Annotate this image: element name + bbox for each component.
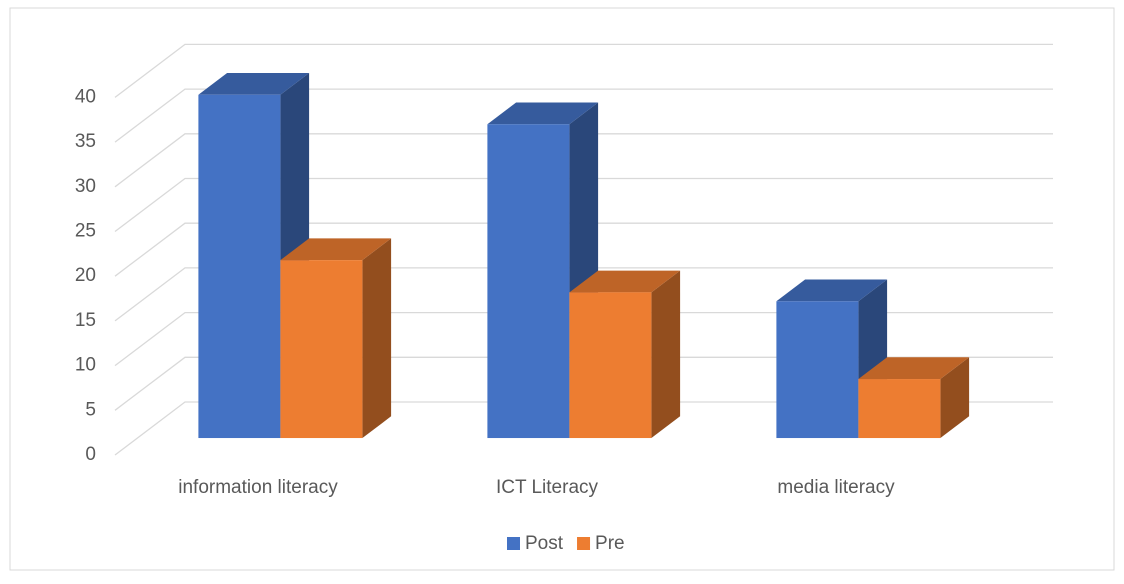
bar-top xyxy=(858,357,970,380)
y-tick-label: 0 xyxy=(85,444,96,465)
y-tick-label: 30 xyxy=(75,176,96,197)
bar-top xyxy=(280,238,392,261)
grid-line xyxy=(114,401,1053,456)
grid-line xyxy=(114,356,1053,411)
bar xyxy=(198,94,281,439)
y-tick-label: 10 xyxy=(75,355,96,376)
grid-line xyxy=(114,222,1053,277)
grid-line xyxy=(114,133,1053,188)
bar xyxy=(776,301,859,439)
grid-line xyxy=(114,43,1053,98)
y-tick-label: 25 xyxy=(75,221,96,242)
legend-swatch xyxy=(577,537,591,550)
x-tick-label: information literacy xyxy=(178,477,338,498)
bar-top xyxy=(198,73,310,95)
bar-side xyxy=(362,238,392,439)
x-tick-label: media literacy xyxy=(777,477,895,498)
grid-line xyxy=(114,267,1053,322)
grid-line xyxy=(114,88,1053,143)
legend-label: Post xyxy=(525,533,564,554)
bar xyxy=(487,124,570,439)
y-tick-label: 40 xyxy=(75,86,96,107)
x-tick-label: ICT Literacy xyxy=(496,477,599,498)
y-tick-label: 15 xyxy=(75,310,96,331)
legend-label: Pre xyxy=(595,533,625,554)
y-tick-label: 20 xyxy=(75,265,96,286)
bar xyxy=(858,379,941,439)
grid-line xyxy=(114,177,1053,233)
bar xyxy=(569,292,652,439)
y-tick-label: 35 xyxy=(75,131,96,152)
grid-line xyxy=(114,311,1053,367)
bar-top xyxy=(487,102,599,125)
y-tick-label: 5 xyxy=(85,399,96,420)
bar xyxy=(280,260,363,439)
bar-side xyxy=(651,270,681,439)
bar-side xyxy=(940,357,970,439)
legend-swatch xyxy=(507,537,520,550)
bar-top xyxy=(569,270,681,293)
bar-top xyxy=(776,279,888,302)
